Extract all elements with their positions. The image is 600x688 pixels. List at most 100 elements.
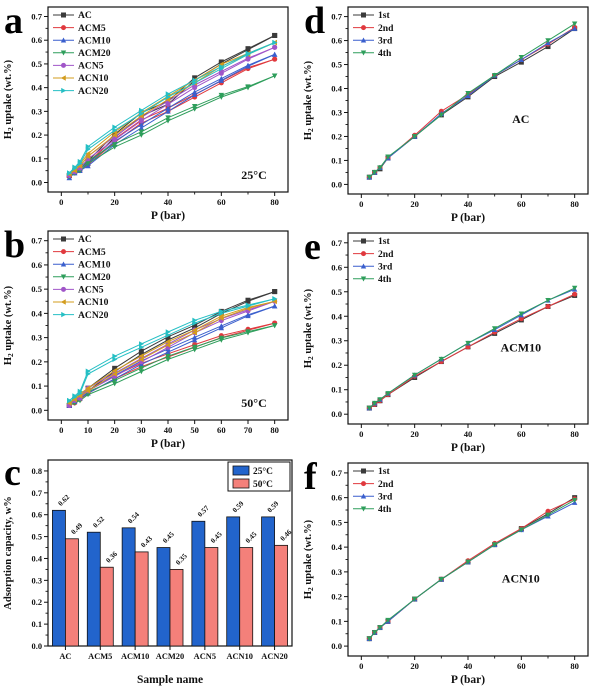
svg-text:0.2: 0.2	[32, 598, 42, 607]
series-2nd	[366, 291, 578, 411]
svg-text:AC: AC	[512, 112, 529, 126]
svg-text:0.6: 0.6	[32, 511, 42, 520]
svg-text:0.3: 0.3	[331, 107, 342, 117]
svg-text:20: 20	[410, 661, 419, 671]
svg-text:0.5: 0.5	[32, 533, 42, 542]
svg-text:0.7: 0.7	[331, 468, 342, 478]
series-4th	[366, 285, 578, 411]
svg-text:20: 20	[110, 197, 119, 207]
svg-text:H2 uptake (wt.%): H2 uptake (wt.%)	[303, 60, 315, 140]
svg-text:H2 uptake (wt.%): H2 uptake (wt.%)	[303, 288, 315, 368]
svg-text:ACM10: ACM10	[500, 340, 541, 354]
svg-text:0: 0	[359, 199, 363, 209]
svg-text:0.1: 0.1	[31, 154, 42, 164]
svg-text:0.45: 0.45	[209, 530, 224, 545]
bar-ACN5-50°C	[204, 547, 219, 647]
svg-text:ACN10: ACN10	[78, 73, 109, 84]
panel-f: f 0 20 40 60 80 0.0 0.1 0.2 0.3 0.4 0.5 0.6 0.7 P (ba…	[300, 456, 600, 688]
svg-text:ACN10: ACN10	[78, 297, 109, 308]
svg-text:ACN10: ACN10	[226, 652, 253, 661]
svg-text:0.4: 0.4	[32, 554, 43, 563]
svg-text:AC: AC	[78, 234, 92, 245]
svg-text:0.7: 0.7	[331, 12, 342, 22]
chart-b-isotherms-50c: 0 10 20 30 40 50 60 70 80 0.0 0.1 0.2 0.3 0.4 0.5 0.6 0.…	[3, 230, 289, 450]
svg-text:80: 80	[570, 429, 579, 439]
panel-letter-a: a	[4, 0, 23, 42]
svg-text:H2 uptake (wt.%): H2 uptake (wt.%)	[3, 59, 15, 139]
svg-text:0.5: 0.5	[331, 60, 342, 70]
svg-text:P (bar): P (bar)	[451, 212, 485, 224]
svg-text:0.5: 0.5	[31, 284, 42, 294]
panel-letter-c: c	[4, 452, 21, 494]
series-ACN10	[66, 298, 277, 406]
svg-text:Adsorption capacity, w%: Adsorption capacity, w%	[3, 496, 14, 609]
svg-text:3rd: 3rd	[378, 35, 393, 46]
svg-text:0.49: 0.49	[70, 521, 85, 536]
svg-text:0.45: 0.45	[244, 530, 259, 545]
bar-ACM10-25°C	[121, 527, 136, 647]
svg-text:40: 40	[164, 197, 173, 207]
svg-text:P (bar): P (bar)	[151, 438, 185, 450]
panel-letter-f: f	[304, 456, 317, 498]
svg-text:2nd: 2nd	[378, 479, 394, 490]
panel-letter-e: e	[304, 226, 321, 268]
svg-text:2nd: 2nd	[378, 23, 394, 34]
svg-text:ACN10: ACN10	[502, 572, 540, 586]
svg-text:4th: 4th	[378, 504, 392, 515]
series-3rd	[366, 499, 578, 641]
svg-text:50°C: 50°C	[241, 396, 266, 410]
svg-text:H2 uptake (wt.%): H2 uptake (wt.%)	[303, 519, 315, 599]
series-4th	[366, 21, 578, 180]
svg-text:0.2: 0.2	[31, 357, 42, 367]
svg-text:80: 80	[570, 199, 579, 209]
svg-text:40: 40	[464, 199, 473, 209]
svg-text:0.6: 0.6	[331, 493, 342, 503]
svg-text:ACM5: ACM5	[78, 247, 106, 258]
svg-text:0.62: 0.62	[57, 493, 72, 508]
svg-text:20: 20	[410, 429, 419, 439]
svg-text:80: 80	[270, 197, 279, 207]
svg-text:50: 50	[190, 425, 199, 435]
svg-text:0.3: 0.3	[31, 106, 42, 116]
svg-text:0: 0	[359, 429, 363, 439]
svg-text:0.5: 0.5	[331, 517, 342, 527]
svg-text:P (bar): P (bar)	[451, 674, 485, 686]
svg-text:0: 0	[59, 197, 63, 207]
svg-text:0.54: 0.54	[126, 510, 141, 525]
chart-e-cycles-acm10: 0 20 40 60 80 0.0 0.1 0.2 0.3 0.4 0.5 0.6 0.7 P (bar)…	[303, 232, 589, 454]
svg-text:0.1: 0.1	[32, 620, 42, 629]
svg-text:40: 40	[164, 425, 173, 435]
svg-text:0.7: 0.7	[31, 11, 42, 21]
svg-text:0.3: 0.3	[331, 567, 342, 577]
chart-f-cycles-acn10: 0 20 40 60 80 0.0 0.1 0.2 0.3 0.4 0.5 0.6 0.7 P (bar)…	[303, 462, 589, 686]
svg-text:0.3: 0.3	[32, 576, 42, 585]
svg-text:0.35: 0.35	[174, 552, 189, 567]
svg-text:0.2: 0.2	[331, 131, 342, 141]
svg-text:80: 80	[570, 661, 579, 671]
svg-text:60: 60	[517, 429, 526, 439]
svg-text:0.6: 0.6	[31, 260, 42, 270]
bar-AC-50°C	[65, 538, 79, 647]
svg-text:0.3: 0.3	[331, 336, 342, 346]
svg-text:0.2: 0.2	[331, 592, 342, 602]
panel-c: c 0.0 0.1 0.2 0.3 0.4 0.5 0.6 0.7 0.8 0.62 0.49 AC 0…	[0, 452, 300, 688]
bar-ACN10-25°C	[226, 516, 241, 647]
svg-text:3rd: 3rd	[378, 491, 393, 502]
series-1st	[366, 26, 578, 180]
svg-text:4th: 4th	[378, 274, 392, 285]
panel-letter-b: b	[4, 224, 26, 266]
svg-text:4th: 4th	[378, 48, 392, 59]
svg-text:25°C: 25°C	[241, 168, 266, 182]
bar-ACM10-50°C	[134, 551, 149, 647]
svg-text:AC: AC	[78, 10, 92, 21]
svg-text:0.7: 0.7	[331, 238, 342, 248]
series-1st	[366, 292, 578, 411]
svg-text:1st: 1st	[378, 466, 391, 477]
svg-text:20: 20	[410, 199, 419, 209]
svg-text:0.59: 0.59	[231, 499, 246, 514]
svg-text:ACM10: ACM10	[78, 259, 111, 270]
svg-text:0.0: 0.0	[331, 409, 342, 419]
svg-text:ACN20: ACN20	[261, 652, 288, 661]
panel-a: a 0 20 40 60 80 0.0 0.1 0.2 0.3 0.4 0.5 0.6 0.7 P (ba…	[0, 0, 300, 224]
